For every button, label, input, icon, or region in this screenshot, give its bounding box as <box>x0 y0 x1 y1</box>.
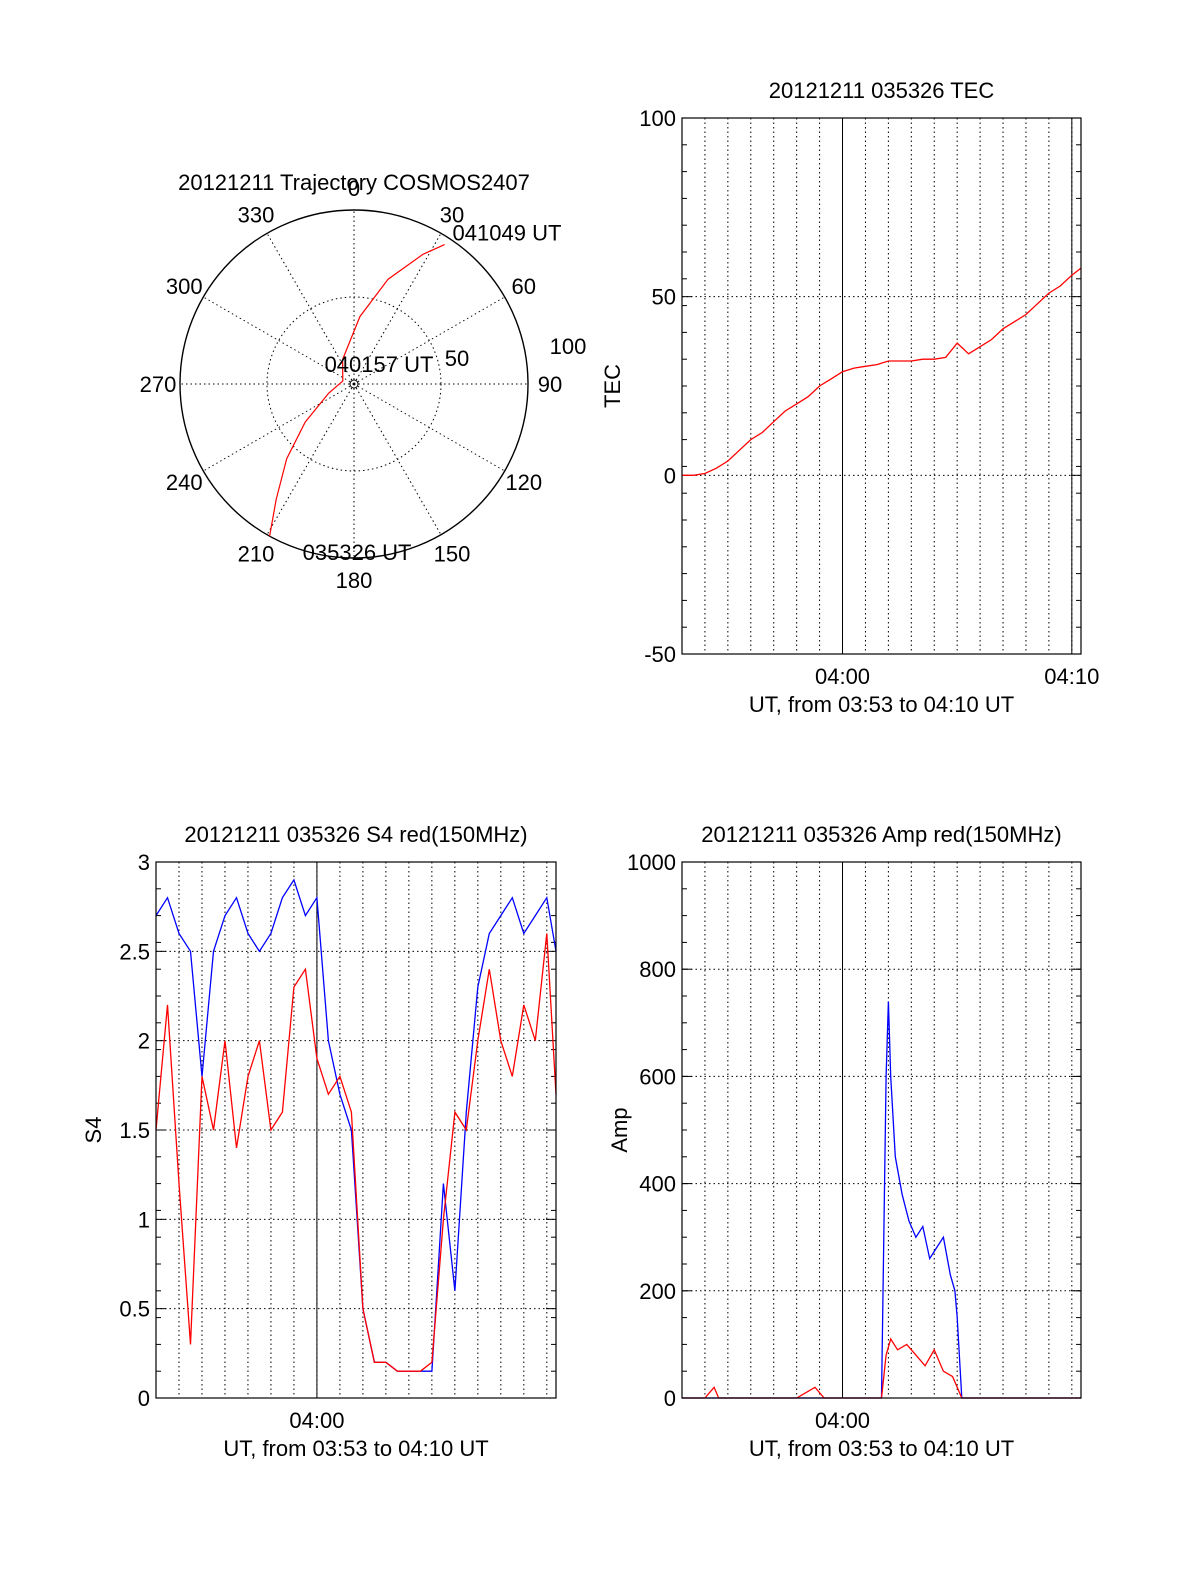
polar-spoke <box>203 383 355 472</box>
series-line <box>682 267 1082 476</box>
y-tick-label: 3 <box>138 850 150 875</box>
s4-panel: 20121211 035326 S4 red(150MHz) 3 2.5 2 1.5 1 0… <box>81 822 557 1461</box>
y-axis-label: S4 <box>81 1117 106 1144</box>
polar-outer-circle <box>179 209 529 559</box>
y-tick-label: 0 <box>138 1386 150 1411</box>
y-tick-label: 2 <box>138 1029 150 1054</box>
y-tick-label: 1.5 <box>119 1118 150 1143</box>
polar-spoke <box>353 383 505 472</box>
y-axis-label: Amp <box>607 1107 632 1152</box>
amp-panel: 20121211 035326 Amp red(150MHz) 1000 800 60… <box>607 822 1082 1461</box>
series-line <box>155 933 557 1372</box>
azimuth-label: 270 <box>140 372 177 397</box>
polar-center <box>349 379 359 389</box>
panel-title: 20121211 035326 TEC <box>769 78 995 103</box>
trajectory-annotation: 035326 UT <box>303 540 412 565</box>
azimuth-label: 330 <box>238 202 275 227</box>
azimuth-label: 300 <box>166 274 203 299</box>
azimuth-label: 60 <box>511 274 535 299</box>
tec-panel: 20121211 035326 TEC 100 50 0 -50 04:00 04:10 UT… <box>600 78 1099 717</box>
trajectory-annotations: 041049 UT 040157 UT 035326 UT <box>303 221 562 566</box>
y-tick-label: 200 <box>639 1279 676 1304</box>
polar-spoke <box>353 233 442 385</box>
polar-azimuth-labels: 0 30 60 90 120 150 180 210 240 270 300 330 <box>140 176 563 593</box>
azimuth-label: 90 <box>538 372 562 397</box>
y-tick-label: 100 <box>639 106 676 131</box>
y-tick-label: 0.5 <box>119 1297 150 1322</box>
y-tick-label: 400 <box>639 1172 676 1197</box>
panel-title: 20121211 035326 S4 red(150MHz) <box>184 822 527 847</box>
azimuth-label: 180 <box>336 568 373 593</box>
x-tick-label: 04:10 <box>1044 664 1099 689</box>
y-tick-label: 800 <box>639 957 676 982</box>
x-tick-label: 04:00 <box>815 1408 870 1433</box>
y-tick-label: 1 <box>138 1207 150 1232</box>
y-tick-label: 1000 <box>627 850 676 875</box>
y-tick-label: -50 <box>644 642 676 667</box>
polar-spoke <box>266 233 355 385</box>
trajectory-annotation: 040157 UT <box>325 352 434 377</box>
polar-spoke <box>353 383 442 535</box>
plot-frame <box>681 117 1082 655</box>
polar-title: 20121211 Trajectory COSMOS2407 <box>178 170 530 195</box>
x-axis-label: UT, from 03:53 to 04:10 UT <box>749 1436 1014 1461</box>
panel-title: 20121211 035326 Amp red(150MHz) <box>701 822 1061 847</box>
polar-spoke <box>353 296 505 385</box>
radial-label: 100 <box>550 334 587 359</box>
polar-radial-labels: 50 100 <box>445 334 587 371</box>
azimuth-label: 0 <box>348 176 360 201</box>
x-axis-label: UT, from 03:53 to 04:10 UT <box>223 1436 488 1461</box>
trajectory-annotation: 041049 UT <box>453 221 562 246</box>
polar-grid <box>179 209 529 559</box>
azimuth-label: 240 <box>166 470 203 495</box>
series-line <box>682 1001 1081 1399</box>
y-tick-label: 50 <box>652 285 676 310</box>
y-tick-label: 600 <box>639 1064 676 1089</box>
polar-spoke <box>203 296 355 385</box>
polar-trajectory-panel: 20121211 Trajectory COSMOS2407 0 30 60 90 12… <box>140 170 587 593</box>
y-tick-label: 0 <box>664 463 676 488</box>
polar-spoke <box>266 383 355 535</box>
plot-frame <box>155 861 557 1399</box>
trajectory-track <box>269 244 445 537</box>
azimuth-label: 150 <box>434 542 471 567</box>
plot-frame <box>681 861 1082 1399</box>
y-axis-label: TEC <box>600 364 625 408</box>
x-tick-label: 04:00 <box>289 1408 344 1433</box>
azimuth-label: 120 <box>505 470 542 495</box>
x-axis-label: UT, from 03:53 to 04:10 UT <box>749 692 1014 717</box>
azimuth-label: 30 <box>440 202 464 227</box>
azimuth-label: 210 <box>238 542 275 567</box>
y-tick-label: 2.5 <box>119 939 150 964</box>
series-line <box>155 878 557 1372</box>
y-tick-label: 0 <box>664 1386 676 1411</box>
radial-label: 50 <box>445 346 469 371</box>
x-tick-label: 04:00 <box>815 664 870 689</box>
